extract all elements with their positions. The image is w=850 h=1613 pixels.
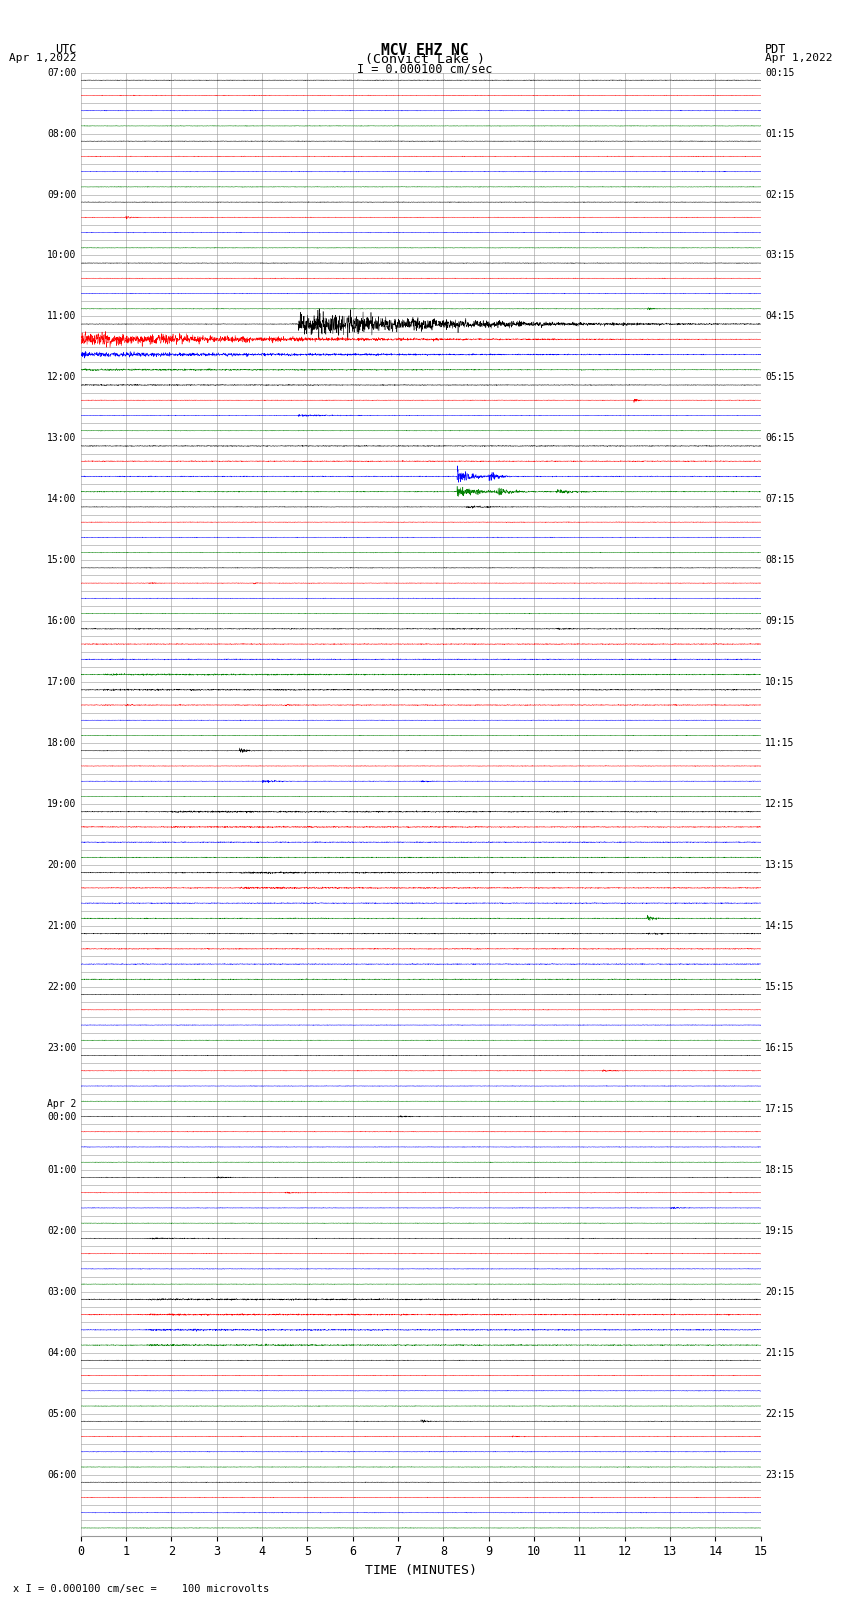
- Text: 12:00: 12:00: [47, 373, 76, 382]
- Text: 18:15: 18:15: [765, 1165, 795, 1174]
- Text: UTC: UTC: [55, 44, 76, 56]
- Text: 13:00: 13:00: [47, 434, 76, 444]
- Text: 07:00: 07:00: [47, 68, 76, 77]
- Text: 08:00: 08:00: [47, 129, 76, 139]
- Text: 07:15: 07:15: [765, 494, 795, 505]
- Text: 04:15: 04:15: [765, 311, 795, 321]
- Text: 10:00: 10:00: [47, 250, 76, 260]
- Text: 04:00: 04:00: [47, 1348, 76, 1358]
- Text: 05:00: 05:00: [47, 1408, 76, 1419]
- Text: 23:15: 23:15: [765, 1469, 795, 1479]
- Text: 00:00: 00:00: [47, 1111, 76, 1123]
- Text: 06:00: 06:00: [47, 1469, 76, 1479]
- Text: x I = 0.000100 cm/sec =    100 microvolts: x I = 0.000100 cm/sec = 100 microvolts: [13, 1584, 269, 1594]
- Text: 01:15: 01:15: [765, 129, 795, 139]
- Text: Apr 1,2022: Apr 1,2022: [9, 53, 76, 63]
- Text: 11:15: 11:15: [765, 739, 795, 748]
- Text: 12:15: 12:15: [765, 798, 795, 810]
- Text: 01:00: 01:00: [47, 1165, 76, 1174]
- Text: 06:15: 06:15: [765, 434, 795, 444]
- Text: 15:15: 15:15: [765, 982, 795, 992]
- Text: 16:15: 16:15: [765, 1044, 795, 1053]
- Text: 05:15: 05:15: [765, 373, 795, 382]
- Text: 18:00: 18:00: [47, 739, 76, 748]
- Text: 22:15: 22:15: [765, 1408, 795, 1419]
- Text: (Convict Lake ): (Convict Lake ): [365, 53, 485, 66]
- Text: 14:15: 14:15: [765, 921, 795, 931]
- Text: PDT: PDT: [765, 44, 786, 56]
- X-axis label: TIME (MINUTES): TIME (MINUTES): [365, 1565, 477, 1578]
- Text: 20:15: 20:15: [765, 1287, 795, 1297]
- Text: 19:00: 19:00: [47, 798, 76, 810]
- Text: 02:15: 02:15: [765, 189, 795, 200]
- Text: 11:00: 11:00: [47, 311, 76, 321]
- Text: 17:15: 17:15: [765, 1103, 795, 1115]
- Text: Apr 2: Apr 2: [47, 1098, 76, 1108]
- Text: 13:15: 13:15: [765, 860, 795, 869]
- Text: 15:00: 15:00: [47, 555, 76, 565]
- Text: Apr 1,2022: Apr 1,2022: [765, 53, 832, 63]
- Text: 19:15: 19:15: [765, 1226, 795, 1236]
- Text: 10:15: 10:15: [765, 677, 795, 687]
- Text: MCV EHZ NC: MCV EHZ NC: [382, 44, 468, 58]
- Text: 03:15: 03:15: [765, 250, 795, 260]
- Text: I = 0.000100 cm/sec: I = 0.000100 cm/sec: [357, 63, 493, 76]
- Text: 09:15: 09:15: [765, 616, 795, 626]
- Text: 21:00: 21:00: [47, 921, 76, 931]
- Text: 00:15: 00:15: [765, 68, 795, 77]
- Text: 02:00: 02:00: [47, 1226, 76, 1236]
- Text: 16:00: 16:00: [47, 616, 76, 626]
- Text: 03:00: 03:00: [47, 1287, 76, 1297]
- Text: 21:15: 21:15: [765, 1348, 795, 1358]
- Text: 17:00: 17:00: [47, 677, 76, 687]
- Text: 20:00: 20:00: [47, 860, 76, 869]
- Text: 23:00: 23:00: [47, 1044, 76, 1053]
- Text: 14:00: 14:00: [47, 494, 76, 505]
- Text: 22:00: 22:00: [47, 982, 76, 992]
- Text: 08:15: 08:15: [765, 555, 795, 565]
- Text: 09:00: 09:00: [47, 189, 76, 200]
